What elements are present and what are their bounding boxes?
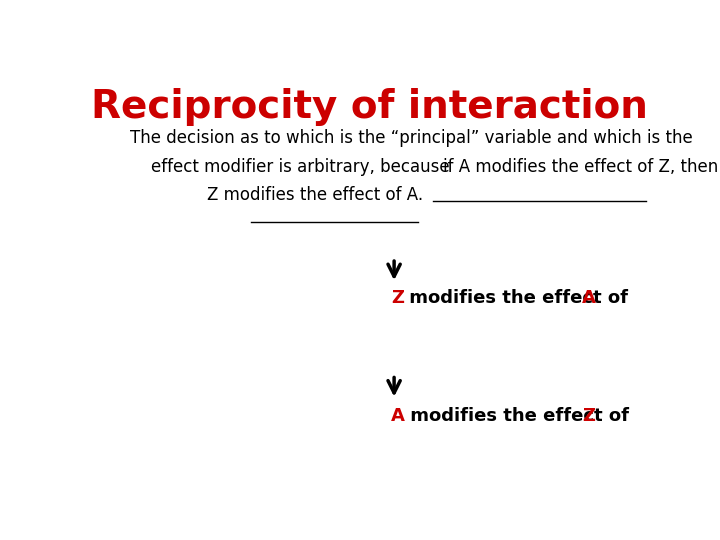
Text: Z: Z (582, 407, 595, 424)
Text: A: A (392, 407, 405, 424)
Text: Z: Z (392, 289, 404, 307)
Text: effect modifier is arbitrary, because: effect modifier is arbitrary, because (130, 158, 455, 176)
Text: Reciprocity of interaction: Reciprocity of interaction (91, 87, 647, 126)
Text: modifies the effect of: modifies the effect of (404, 407, 635, 424)
Text: Z modifies the effect of A.: Z modifies the effect of A. (207, 186, 423, 204)
Text: modifies the effect of: modifies the effect of (403, 289, 634, 307)
Text: The decision as to which is the “principal” variable and which is the: The decision as to which is the “princip… (130, 129, 693, 147)
Text: A: A (582, 289, 595, 307)
Text: if A modifies the effect of Z, then: if A modifies the effect of Z, then (443, 158, 718, 176)
